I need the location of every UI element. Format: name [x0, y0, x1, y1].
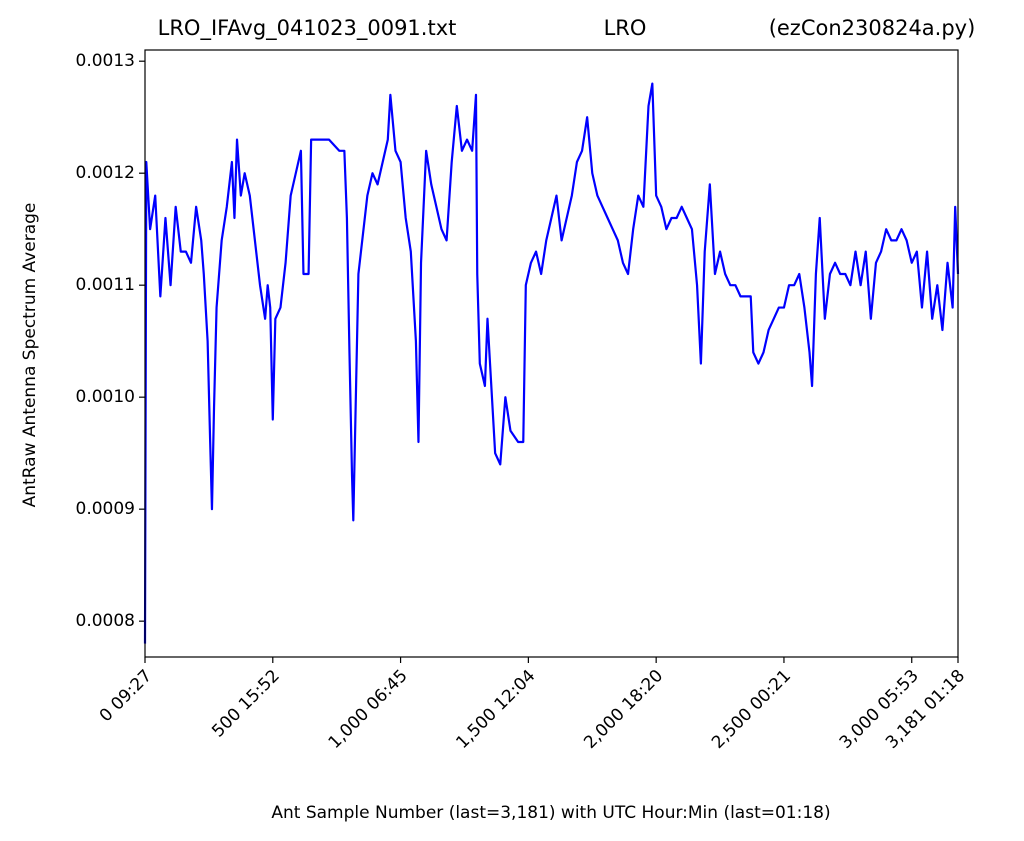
y-tick-label: 0.0011 — [76, 275, 135, 295]
y-tick-label: 0.0013 — [76, 51, 135, 71]
y-tick-label: 0.0009 — [76, 499, 135, 519]
title-left: LRO_IFAvg_041023_0091.txt — [158, 16, 457, 41]
plot-frame — [144, 49, 959, 658]
y-tick-label: 0.0012 — [76, 163, 135, 183]
y-tick-label: 0.0008 — [76, 611, 135, 631]
y-axis-label: AntRaw Antenna Spectrum Average — [20, 203, 40, 508]
x-axis-label: Ant Sample Number (last=3,181) with UTC … — [271, 803, 830, 823]
title-right: (ezCon230824a.py) — [769, 16, 976, 40]
title-center: LRO — [604, 16, 647, 40]
data-line — [143, 82, 960, 644]
y-tick-label: 0.0010 — [76, 387, 135, 407]
